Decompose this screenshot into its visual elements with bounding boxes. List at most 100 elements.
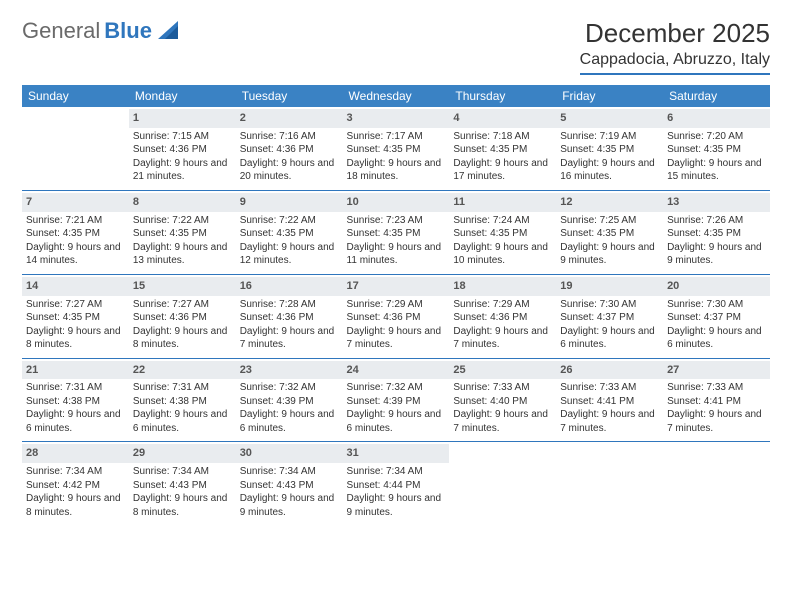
- daylight-text: Daylight: 9 hours and 8 minutes.: [26, 492, 125, 519]
- day-number: 24: [343, 361, 450, 380]
- daylight-text: Daylight: 9 hours and 7 minutes.: [453, 408, 552, 435]
- daylight-text: Daylight: 9 hours and 15 minutes.: [667, 157, 766, 184]
- daylight-text: Daylight: 9 hours and 9 minutes.: [667, 241, 766, 268]
- day-number: 15: [129, 277, 236, 296]
- sunset-text: Sunset: 4:36 PM: [133, 311, 232, 325]
- page-header: GeneralBlue December 2025 Cappadocia, Ab…: [22, 18, 770, 75]
- day-number: 12: [556, 193, 663, 212]
- calendar-cell: 8Sunrise: 7:22 AMSunset: 4:35 PMDaylight…: [129, 190, 236, 274]
- day-header: Monday: [129, 85, 236, 107]
- day-number: 2: [236, 109, 343, 128]
- day-number: 5: [556, 109, 663, 128]
- daylight-text: Daylight: 9 hours and 9 minutes.: [240, 492, 339, 519]
- sunrise-text: Sunrise: 7:33 AM: [453, 381, 552, 395]
- calendar-cell: 10Sunrise: 7:23 AMSunset: 4:35 PMDayligh…: [343, 190, 450, 274]
- sunset-text: Sunset: 4:38 PM: [26, 395, 125, 409]
- calendar-cell: 11Sunrise: 7:24 AMSunset: 4:35 PMDayligh…: [449, 190, 556, 274]
- sunset-text: Sunset: 4:39 PM: [347, 395, 446, 409]
- calendar-cell: [663, 442, 770, 525]
- sunrise-text: Sunrise: 7:33 AM: [667, 381, 766, 395]
- day-number: 23: [236, 361, 343, 380]
- sunrise-text: Sunrise: 7:34 AM: [347, 465, 446, 479]
- day-number: 14: [22, 277, 129, 296]
- day-number: 30: [236, 444, 343, 463]
- daylight-text: Daylight: 9 hours and 11 minutes.: [347, 241, 446, 268]
- daylight-text: Daylight: 9 hours and 7 minutes.: [347, 325, 446, 352]
- sunrise-text: Sunrise: 7:34 AM: [133, 465, 232, 479]
- calendar-cell: 20Sunrise: 7:30 AMSunset: 4:37 PMDayligh…: [663, 274, 770, 358]
- sunrise-text: Sunrise: 7:22 AM: [240, 214, 339, 228]
- calendar-cell: 5Sunrise: 7:19 AMSunset: 4:35 PMDaylight…: [556, 107, 663, 190]
- daylight-text: Daylight: 9 hours and 9 minutes.: [560, 241, 659, 268]
- sunrise-text: Sunrise: 7:30 AM: [667, 298, 766, 312]
- calendar-cell: 28Sunrise: 7:34 AMSunset: 4:42 PMDayligh…: [22, 442, 129, 525]
- sunset-text: Sunset: 4:36 PM: [347, 311, 446, 325]
- sunrise-text: Sunrise: 7:29 AM: [347, 298, 446, 312]
- day-number: 29: [129, 444, 236, 463]
- sunset-text: Sunset: 4:35 PM: [453, 143, 552, 157]
- calendar-cell: 1Sunrise: 7:15 AMSunset: 4:36 PMDaylight…: [129, 107, 236, 190]
- day-header: Wednesday: [343, 85, 450, 107]
- sunrise-text: Sunrise: 7:32 AM: [347, 381, 446, 395]
- sunset-text: Sunset: 4:44 PM: [347, 479, 446, 493]
- daylight-text: Daylight: 9 hours and 21 minutes.: [133, 157, 232, 184]
- day-number: 27: [663, 361, 770, 380]
- calendar-cell: 27Sunrise: 7:33 AMSunset: 4:41 PMDayligh…: [663, 358, 770, 442]
- sunset-text: Sunset: 4:35 PM: [26, 227, 125, 241]
- sunrise-text: Sunrise: 7:33 AM: [560, 381, 659, 395]
- daylight-text: Daylight: 9 hours and 7 minutes.: [453, 325, 552, 352]
- calendar-cell: 24Sunrise: 7:32 AMSunset: 4:39 PMDayligh…: [343, 358, 450, 442]
- day-number: 25: [449, 361, 556, 380]
- calendar-week-row: 21Sunrise: 7:31 AMSunset: 4:38 PMDayligh…: [22, 358, 770, 442]
- calendar-cell: 4Sunrise: 7:18 AMSunset: 4:35 PMDaylight…: [449, 107, 556, 190]
- sunset-text: Sunset: 4:36 PM: [133, 143, 232, 157]
- day-number: 7: [22, 193, 129, 212]
- daylight-text: Daylight: 9 hours and 6 minutes.: [26, 408, 125, 435]
- sunrise-text: Sunrise: 7:20 AM: [667, 130, 766, 144]
- sunset-text: Sunset: 4:35 PM: [560, 227, 659, 241]
- day-number: 16: [236, 277, 343, 296]
- day-header: Sunday: [22, 85, 129, 107]
- daylight-text: Daylight: 9 hours and 16 minutes.: [560, 157, 659, 184]
- daylight-text: Daylight: 9 hours and 9 minutes.: [347, 492, 446, 519]
- brand-logo: GeneralBlue: [22, 18, 180, 44]
- calendar-week-row: 1Sunrise: 7:15 AMSunset: 4:36 PMDaylight…: [22, 107, 770, 190]
- brand-name-left: General: [22, 18, 100, 44]
- sunrise-text: Sunrise: 7:30 AM: [560, 298, 659, 312]
- day-header-row: Sunday Monday Tuesday Wednesday Thursday…: [22, 85, 770, 107]
- day-number: 6: [663, 109, 770, 128]
- sunset-text: Sunset: 4:41 PM: [560, 395, 659, 409]
- sunset-text: Sunset: 4:38 PM: [133, 395, 232, 409]
- calendar-cell: 29Sunrise: 7:34 AMSunset: 4:43 PMDayligh…: [129, 442, 236, 525]
- day-number: 18: [449, 277, 556, 296]
- sunset-text: Sunset: 4:35 PM: [667, 227, 766, 241]
- sunrise-text: Sunrise: 7:18 AM: [453, 130, 552, 144]
- sunset-text: Sunset: 4:36 PM: [453, 311, 552, 325]
- daylight-text: Daylight: 9 hours and 18 minutes.: [347, 157, 446, 184]
- calendar-cell: 25Sunrise: 7:33 AMSunset: 4:40 PMDayligh…: [449, 358, 556, 442]
- sunset-text: Sunset: 4:43 PM: [240, 479, 339, 493]
- day-number: 17: [343, 277, 450, 296]
- sunrise-text: Sunrise: 7:31 AM: [133, 381, 232, 395]
- daylight-text: Daylight: 9 hours and 8 minutes.: [133, 325, 232, 352]
- calendar-cell: 16Sunrise: 7:28 AMSunset: 4:36 PMDayligh…: [236, 274, 343, 358]
- sunset-text: Sunset: 4:35 PM: [453, 227, 552, 241]
- day-number: 31: [343, 444, 450, 463]
- sunrise-text: Sunrise: 7:27 AM: [133, 298, 232, 312]
- daylight-text: Daylight: 9 hours and 6 minutes.: [560, 325, 659, 352]
- day-header: Thursday: [449, 85, 556, 107]
- day-number: 26: [556, 361, 663, 380]
- sunset-text: Sunset: 4:35 PM: [667, 143, 766, 157]
- daylight-text: Daylight: 9 hours and 14 minutes.: [26, 241, 125, 268]
- calendar-location: Cappadocia, Abruzzo, Italy: [580, 51, 770, 75]
- day-number: 9: [236, 193, 343, 212]
- day-header: Friday: [556, 85, 663, 107]
- calendar-cell: 12 Sunrise: 7:25 AMSunset: 4:35 PMDayligh…: [556, 190, 663, 274]
- sunset-text: Sunset: 4:36 PM: [240, 143, 339, 157]
- calendar-cell: 9Sunrise: 7:22 AMSunset: 4:35 PMDaylight…: [236, 190, 343, 274]
- sunrise-text: Sunrise: 7:34 AM: [26, 465, 125, 479]
- sunrise-text: Sunrise: 7:25 AM: [560, 214, 659, 228]
- day-header: Saturday: [663, 85, 770, 107]
- daylight-text: Daylight: 9 hours and 12 minutes.: [240, 241, 339, 268]
- sunrise-text: Sunrise: 7:16 AM: [240, 130, 339, 144]
